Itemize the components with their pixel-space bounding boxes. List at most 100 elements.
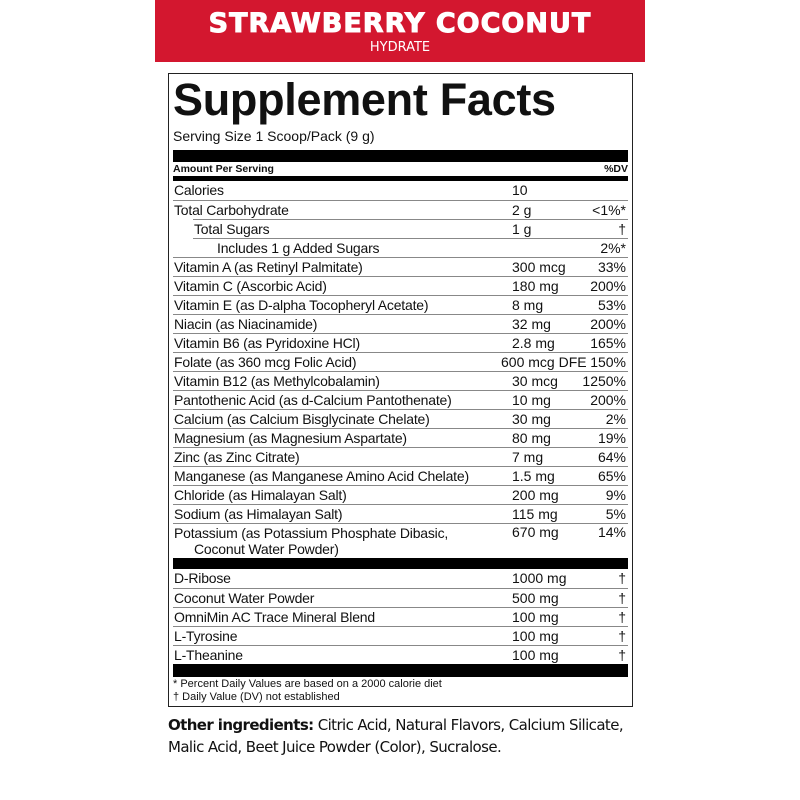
nutrient-amount: 600 mcg DFE [501,354,587,370]
nutrient-amount: 2 g [512,202,532,218]
nutrient-name-line: Total Sugars [194,221,270,237]
nutrient-dv: 5% [605,506,626,522]
nutrient-dv: 9% [605,487,626,503]
nutrient-name: L-Theanine [174,646,243,664]
nutrient-name: Niacin (as Niacinamide) [174,315,317,333]
nutrient-name: Total Sugars [194,220,270,238]
nutrient-name: Calories [174,181,224,199]
ingredient-list: D-Ribose 1000 mg † Coconut Water Powder 500 … [173,569,628,664]
nutrient-row: Calcium (as Calcium Bisglycinate Chelate… [173,409,628,428]
amount-per-serving-label: Amount Per Serving [173,163,274,175]
nutrient-name: Vitamin C (Ascorbic Acid) [174,277,327,295]
nutrient-name-line: Folate (as 360 mcg Folic Acid) [174,354,357,370]
nutrient-dv: <1%* [592,202,626,218]
nutrient-amount: 200 mg [512,487,559,503]
nutrient-name-line: Vitamin A (as Retinyl Palmitate) [174,259,363,275]
nutrient-amount: 300 mcg [512,259,566,275]
nutrient-dv: 53% [597,297,626,313]
nutrient-amount: 180 mg [512,278,559,294]
nutrient-dv: 65% [597,468,626,484]
other-ingredients: Other ingredients: Citric Acid, Natural … [168,714,648,758]
nutrient-amount: 500 mg [512,590,559,606]
nutrient-name: Sodium (as Himalayan Salt) [174,505,343,523]
nutrient-row: Vitamin B12 (as Methylcobalamin) 30 mcg 12… [173,371,628,390]
nutrient-name: Vitamin B6 (as Pyridoxine HCl) [174,334,360,352]
footnote-percent-dv: * Percent Daily Values are based on a 20… [173,678,442,690]
nutrient-dv: 2% [605,411,626,427]
nutrient-name-line: Vitamin B6 (as Pyridoxine HCl) [174,335,360,351]
nutrient-name-line: Potassium (as Potassium Phosphate Dibasi… [174,525,449,541]
nutrient-name-line: Vitamin C (Ascorbic Acid) [174,278,327,294]
nutrient-dv: 64% [597,449,626,465]
nutrient-row: Vitamin E (as D-alpha Tocopheryl Acetate… [173,295,628,314]
nutrient-dv: 19% [597,430,626,446]
nutrient-name-line: Calcium (as Calcium Bisglycinate Chelate… [174,411,430,427]
other-ingredients-label: Other ingredients: [168,716,314,734]
nutrient-row: Vitamin B6 (as Pyridoxine HCl) 2.8 mg 165% [173,333,628,352]
nutrient-row: Potassium (as Potassium Phosphate Dibasi… [173,523,628,558]
nutrient-amount: 2.8 mg [512,335,555,351]
nutrient-dv: † [618,609,626,625]
nutrient-name-line: Zinc (as Zinc Citrate) [174,449,300,465]
nutrient-amount: 115 mg [512,506,558,522]
nutrient-row: Zinc (as Zinc Citrate) 7 mg 64% [173,447,628,466]
footnote-dv-not-established: † Daily Value (DV) not established [173,691,340,703]
nutrient-amount: 32 mg [512,316,551,332]
nutrient-name-line: Coconut Water Powder [174,590,315,606]
nutrient-name: Magnesium (as Magnesium Aspartate) [174,429,407,447]
nutrient-name: Total Carbohydrate [174,201,289,219]
nutrient-name: Potassium (as Potassium Phosphate Dibasi… [174,525,448,557]
nutrient-dv: † [618,570,626,586]
other-ingredients-text: Citric Acid, Natural Flavors, Calcium Si… [168,716,624,756]
nutrient-name: Folate (as 360 mcg Folic Acid) [174,353,356,371]
nutrient-name-line: OmniMin AC Trace Mineral Blend [174,609,375,625]
nutrient-dv: † [618,590,626,606]
nutrient-name-line: Magnesium (as Magnesium Aspartate) [174,430,407,446]
nutrient-name: D-Ribose [174,569,231,587]
nutrient-name: Zinc (as Zinc Citrate) [174,448,300,466]
nutrient-dv: 165% [590,335,626,351]
nutrient-amount: 7 mg [512,449,544,465]
divider-bar [173,176,628,181]
nutrient-name-line: Manganese (as Manganese Amino Acid Chela… [174,468,469,484]
nutrient-amount: 80 mg [512,430,551,446]
nutrient-row: L-Theanine 100 mg † [173,645,628,664]
supplement-facts-panel: Supplement Facts Serving Size 1 Scoop/Pa… [168,73,633,707]
nutrient-row: Vitamin A (as Retinyl Palmitate) 300 mcg 3… [173,257,628,276]
flavor-title: STRAWBERRY COCONUT [208,8,592,39]
nutrient-dv: 33% [597,259,626,275]
amount-header: Amount Per Serving %DV [173,162,628,176]
nutrient-dv: 14% [597,524,626,540]
nutrient-row: Manganese (as Manganese Amino Acid Chela… [173,466,628,485]
nutrient-row: Sodium (as Himalayan Salt) 115 mg 5% [173,504,628,523]
nutrient-amount: 1 g [512,221,532,237]
nutrient-name-line: Includes 1 g Added Sugars [217,240,380,256]
nutrient-dv: † [618,221,626,237]
nutrient-name: Manganese (as Manganese Amino Acid Chela… [174,467,469,485]
divider-bar [173,150,628,162]
nutrient-name-line: Calories [174,182,224,198]
nutrient-amount: 8 mg [512,297,544,313]
nutrient-name-line: Pantothenic Acid (as d-Calcium Pantothen… [174,392,452,408]
nutrient-row: Vitamin C (Ascorbic Acid) 180 mg 200% [173,276,628,295]
panel-title: Supplement Facts [173,74,556,125]
nutrient-row: D-Ribose 1000 mg † [173,569,628,588]
nutrient-name: L-Tyrosine [174,627,238,645]
nutrient-amount: 100 mg [512,628,559,644]
nutrient-amount: 100 mg [512,609,559,625]
nutrient-amount: 100 mg [512,647,559,663]
nutrient-amount: 30 mcg [512,373,558,389]
nutrient-row: Niacin (as Niacinamide) 32 mg 200% [173,314,628,333]
nutrient-dv: 200% [590,392,626,408]
nutrient-row: Total Carbohydrate 2 g <1%* [173,200,628,219]
nutrient-name-line: Sodium (as Himalayan Salt) [174,506,343,522]
nutrient-row: Chloride (as Himalayan Salt) 200 mg 9% [173,485,628,504]
nutrient-row: L-Tyrosine 100 mg † [173,626,628,645]
nutrient-amount: 30 mg [512,411,551,427]
nutrient-row: Calories 10 [173,181,628,200]
nutrient-dv: 200% [590,316,626,332]
product-subtitle: HYDRATE [369,40,431,55]
nutrient-name-line: Chloride (as Himalayan Salt) [174,487,347,503]
nutrient-amount: 1.5 mg [512,468,555,484]
nutrient-dv: 150% [590,354,626,370]
